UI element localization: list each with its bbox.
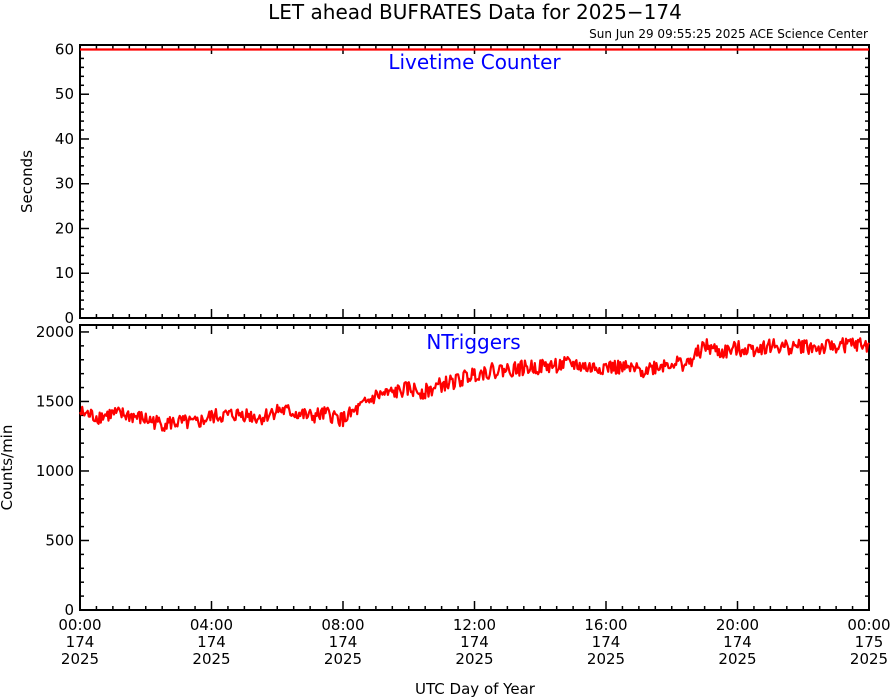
x-tick-label: 12:00 bbox=[453, 616, 496, 634]
x-tick-label: 2025 bbox=[718, 650, 756, 668]
plot-frame bbox=[79, 324, 870, 611]
y-axis-label: Counts/min bbox=[0, 425, 16, 511]
y-tick-label: 60 bbox=[55, 40, 74, 58]
x-tick-label: 174 bbox=[592, 633, 621, 651]
x-tick-label: 08:00 bbox=[321, 616, 364, 634]
x-tick-label: 20:00 bbox=[716, 616, 759, 634]
y-tick-label: 1500 bbox=[36, 392, 74, 410]
y-tick-label: 40 bbox=[55, 130, 74, 148]
plot-frame bbox=[79, 44, 870, 319]
x-tick-label: 2025 bbox=[324, 650, 362, 668]
x-tick-label: 2025 bbox=[587, 650, 625, 668]
x-tick-label: 174 bbox=[460, 633, 489, 651]
y-tick-label: 0 bbox=[64, 601, 74, 619]
livetime-panel: 0 10 20 30 40 50 60 Seconds Livetime Counter bbox=[18, 40, 870, 327]
ntriggers-panel: 0 500 1000 1500 2000 Counts/min NTriggers bbox=[0, 323, 870, 619]
y-tick-label: 500 bbox=[45, 531, 74, 549]
y-tick-label: 0 bbox=[64, 309, 74, 327]
y-axis-label: Seconds bbox=[18, 150, 36, 213]
x-tick-label: 2025 bbox=[455, 650, 493, 668]
x-tick-label: 2025 bbox=[850, 650, 888, 668]
y-tick-label: 20 bbox=[55, 219, 74, 237]
y-tick-label: 1000 bbox=[36, 462, 74, 480]
x-tick-label: 00:00 bbox=[58, 616, 101, 634]
y-tick-label: 10 bbox=[55, 264, 74, 282]
x-tick-label: 175 bbox=[855, 633, 884, 651]
y-tick-label: 30 bbox=[55, 175, 74, 193]
series-line bbox=[79, 337, 870, 432]
x-tick-label: 2025 bbox=[61, 650, 99, 668]
panel-label: NTriggers bbox=[426, 330, 520, 354]
x-tick-label: 174 bbox=[66, 633, 95, 651]
x-tick-labels: 00:00174202504:00174202508:00174202512:0… bbox=[58, 616, 890, 668]
panel-label: Livetime Counter bbox=[388, 50, 561, 74]
figure-title: LET ahead BUFRATES Data for 2025−174 bbox=[268, 0, 682, 24]
x-tick-label: 16:00 bbox=[584, 616, 627, 634]
x-tick-label: 174 bbox=[329, 633, 358, 651]
x-tick-label: 174 bbox=[197, 633, 226, 651]
y-tick-label: 2000 bbox=[36, 323, 74, 341]
x-tick-label: 04:00 bbox=[190, 616, 233, 634]
timestamp: Sun Jun 29 09:55:25 2025 ACE Science Cen… bbox=[589, 27, 868, 41]
x-tick-label: 00:00 bbox=[847, 616, 890, 634]
x-tick-label: 2025 bbox=[192, 650, 230, 668]
x-tick-label: 174 bbox=[723, 633, 752, 651]
y-tick-label: 50 bbox=[55, 85, 74, 103]
x-axis-label: UTC Day of Year bbox=[415, 680, 536, 698]
